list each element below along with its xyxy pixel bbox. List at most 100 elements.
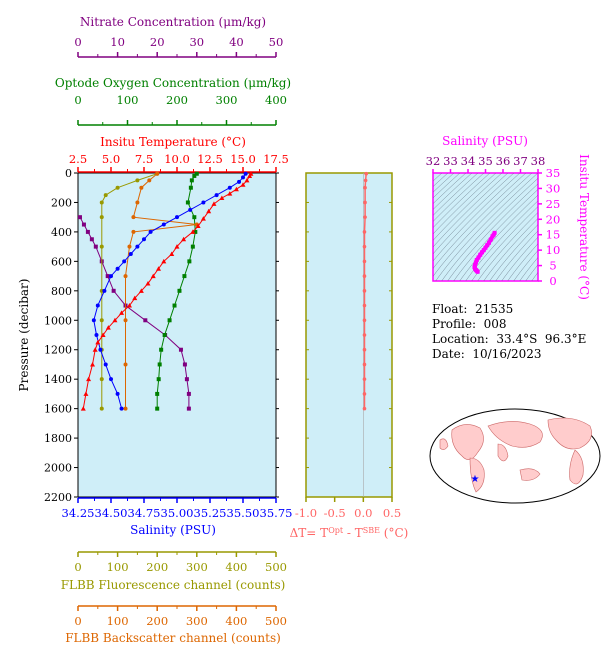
temperature-point (200, 216, 206, 221)
ts-contour (501, 236, 538, 281)
fluorescence-point (135, 178, 140, 183)
nitrate-point (186, 391, 191, 396)
pressure-tick-label: 2000 (44, 462, 72, 475)
backscatter-tick-label: 500 (265, 614, 287, 628)
salinity-tick-label: 35.00 (161, 506, 194, 520)
nitrate-tick-label: 50 (269, 35, 284, 49)
float-id: Float: 21535 (432, 302, 514, 316)
ts-point (474, 258, 479, 263)
dt-point (363, 215, 367, 219)
salinity-point (109, 377, 113, 382)
pressure-tick-label: 1200 (44, 344, 72, 357)
dt-point (362, 347, 367, 352)
fluorescence-point (99, 215, 104, 220)
ts-point (488, 237, 493, 242)
ts-contour (537, 280, 538, 281)
oxygen-point (172, 303, 177, 308)
salinity-point (128, 252, 133, 256)
nitrate-point (77, 215, 82, 220)
dt-point (362, 289, 367, 293)
dt-point (362, 333, 367, 337)
temperature-point (190, 229, 196, 234)
temperature-point (95, 339, 101, 345)
salinity-point (115, 391, 120, 396)
backscatter-point (155, 171, 160, 176)
salinity-point (241, 175, 245, 180)
ts-contour (433, 173, 461, 199)
ts-contour (459, 194, 538, 281)
temperature-tick-label: 7.5 (135, 152, 153, 166)
ts-point (487, 240, 491, 245)
pressure-tick-label: 400 (51, 226, 72, 239)
temperature-point (105, 325, 111, 330)
temperature-point (247, 173, 253, 178)
dt-tick-label: 0.0 (354, 506, 372, 520)
salinity-point (102, 288, 107, 293)
ts-ytick-label: 5 (549, 259, 556, 273)
nitrate-point (85, 229, 90, 234)
fluorescence-point (103, 193, 108, 198)
temperature-point (92, 347, 98, 352)
float-location-marker: ★ (471, 474, 480, 485)
nitrate-tick-label: 40 (229, 35, 244, 49)
ts-xtick-label: 34 (461, 154, 476, 168)
nitrate-series-line (79, 216, 190, 409)
temperature-tick-label: 15.0 (230, 152, 256, 166)
date: Date: 10/16/2023 (432, 347, 542, 361)
dt-series-line (363, 173, 367, 409)
backscatter-point (123, 274, 128, 279)
salinity-point (175, 215, 179, 220)
dt-point (362, 230, 367, 234)
oxygen-point (192, 173, 197, 178)
ts-contour (513, 250, 538, 281)
salinity-point (188, 207, 193, 212)
temperature-point (227, 191, 233, 196)
ts-xtick-label: 38 (531, 154, 546, 168)
oxygen-point (193, 229, 198, 234)
ts-contour (477, 212, 538, 281)
oxygen-point (167, 318, 172, 323)
backscatter-point (147, 178, 152, 183)
ts-contour (465, 200, 538, 281)
dt-tick-label: -1.0 (295, 506, 317, 520)
salinity-tick-label: 34.50 (95, 506, 128, 520)
ts-contour (471, 206, 538, 281)
oxygen-tick-label: 200 (166, 93, 188, 107)
salinity-tick-label: 34.75 (128, 506, 161, 520)
ts-contour (433, 173, 515, 255)
salinity-point (115, 266, 120, 271)
ts-point (475, 269, 480, 274)
profile-number: Profile: 008 (432, 317, 507, 331)
temperature-point (145, 280, 151, 286)
dt-point (364, 171, 369, 176)
dt-tick-label: 0.5 (383, 506, 401, 520)
ts-point (476, 255, 481, 260)
dt-point (362, 406, 367, 411)
backscatter-point (131, 215, 136, 220)
salinity-point (122, 259, 127, 264)
ts-xtick-label: 36 (496, 154, 511, 168)
oxygen-point (185, 200, 190, 205)
dt-point (363, 178, 368, 183)
temperature-point (240, 182, 246, 187)
salinity-point (142, 237, 146, 242)
ts-contour (433, 173, 455, 193)
oxygen-point (155, 406, 160, 411)
fluorescence-tick-label: 200 (146, 560, 168, 574)
float-info: Float: 21535 Profile: 008 Location: 33.4… (432, 302, 586, 362)
temperature-tick-label: 5.0 (102, 152, 120, 166)
ts-ytick-label: 20 (546, 212, 561, 226)
dt-point (362, 318, 367, 323)
backscatter-tick-label: 400 (225, 614, 247, 628)
map-landmass (519, 468, 541, 481)
nitrate-point (184, 377, 189, 382)
fluorescence-point (99, 377, 104, 382)
salinity-point (98, 347, 103, 352)
ts-contour (441, 178, 538, 281)
oxygen-point (192, 215, 197, 220)
ts-contour (433, 173, 497, 235)
ts-contour (507, 243, 538, 281)
nitrate-point (111, 288, 116, 293)
ts-ytick-label: 0 (549, 274, 556, 288)
